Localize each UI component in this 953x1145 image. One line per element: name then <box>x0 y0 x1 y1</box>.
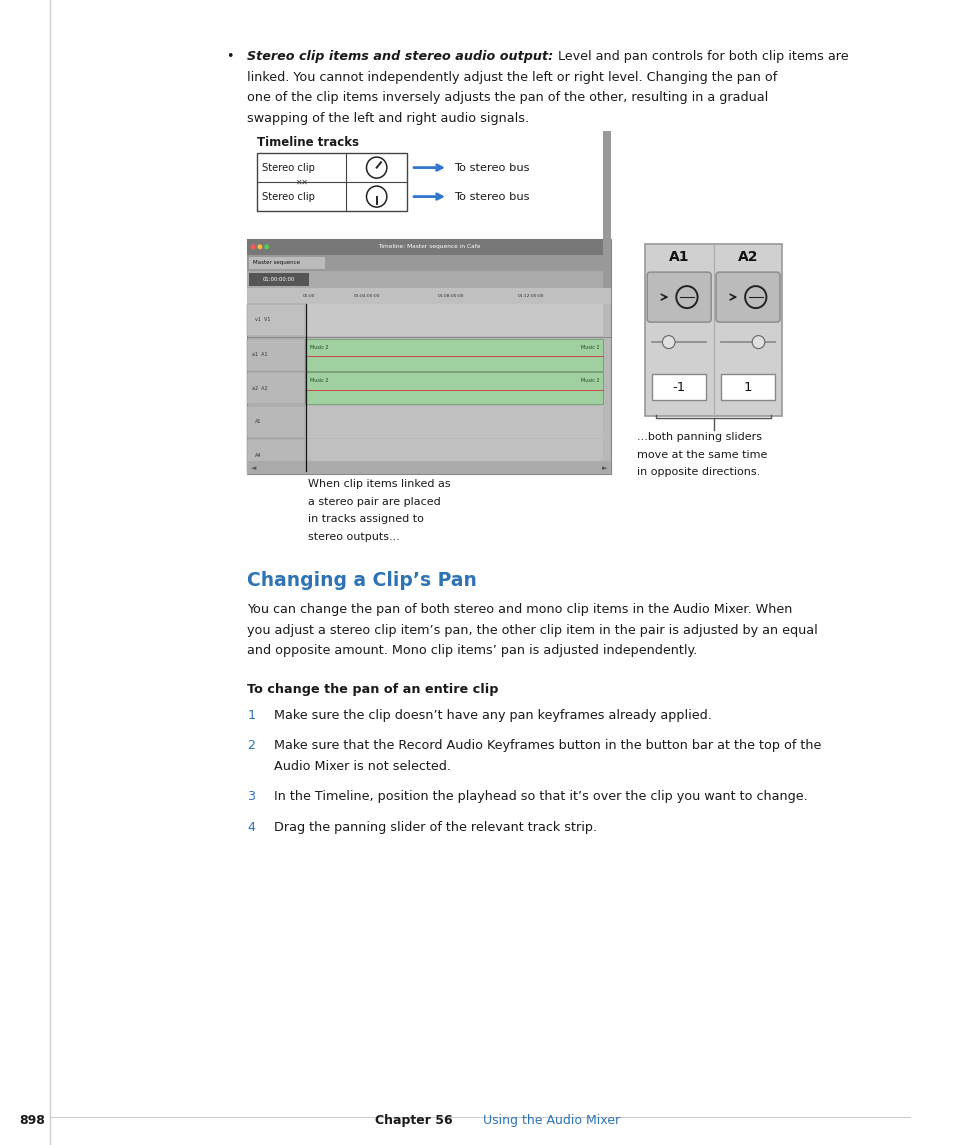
Bar <box>247 239 610 254</box>
Text: To stereo bus: To stereo bus <box>454 163 529 173</box>
Bar <box>247 439 305 471</box>
Circle shape <box>264 244 269 250</box>
Text: When clip items linked as: When clip items linked as <box>308 479 451 489</box>
Text: -1: -1 <box>672 380 685 394</box>
Text: v1  V1: v1 V1 <box>254 317 271 322</box>
Text: 898: 898 <box>19 1114 45 1127</box>
Text: A4: A4 <box>254 452 261 458</box>
Bar <box>305 405 602 437</box>
Text: 01:08:00:00: 01:08:00:00 <box>437 294 463 298</box>
FancyBboxPatch shape <box>646 273 710 322</box>
Text: Using the Audio Mixer: Using the Audio Mixer <box>467 1114 619 1127</box>
Text: Timeline tracks: Timeline tracks <box>256 136 358 149</box>
Text: Music 2: Music 2 <box>310 378 329 384</box>
Text: ...both panning sliders: ...both panning sliders <box>637 432 761 442</box>
Text: one of the clip items inversely adjusts the pan of the other, resulting in a gra: one of the clip items inversely adjusts … <box>247 90 768 104</box>
Text: Master sequence: Master sequence <box>253 260 300 266</box>
Text: 01:00:00:00: 01:00:00:00 <box>263 277 295 282</box>
Text: Chapter 56: Chapter 56 <box>375 1114 453 1127</box>
Text: a1  A1: a1 A1 <box>252 353 268 357</box>
Text: you adjust a stereo clip item’s pan, the other clip item in the pair is adjusted: you adjust a stereo clip item’s pan, the… <box>247 624 817 637</box>
Text: a stereo pair are placed: a stereo pair are placed <box>308 497 440 506</box>
Bar <box>644 244 781 416</box>
Bar <box>247 271 610 289</box>
Bar <box>602 131 610 289</box>
Text: You can change the pan of both stereo and mono clip items in the Audio Mixer. Wh: You can change the pan of both stereo an… <box>247 603 792 616</box>
Text: move at the same time: move at the same time <box>637 450 766 459</box>
Bar <box>247 405 305 437</box>
Text: A1: A1 <box>254 419 261 424</box>
Bar <box>247 254 610 271</box>
Text: Stereo clip: Stereo clip <box>261 191 314 202</box>
Text: Level and pan controls for both clip items are: Level and pan controls for both clip ite… <box>549 50 847 63</box>
Text: swapping of the left and right audio signals.: swapping of the left and right audio sig… <box>247 111 529 125</box>
Text: in opposite directions.: in opposite directions. <box>637 467 760 477</box>
Circle shape <box>251 244 255 250</box>
Text: Stereo clip items and stereo audio output:: Stereo clip items and stereo audio outpu… <box>247 50 553 63</box>
Text: In the Timeline, position the playhead so that it’s over the clip you want to ch: In the Timeline, position the playhead s… <box>274 790 807 803</box>
Bar <box>305 339 602 371</box>
Text: Audio Mixer is not selected.: Audio Mixer is not selected. <box>274 759 451 773</box>
Text: Timeline: Master sequence in Cafe: Timeline: Master sequence in Cafe <box>377 244 479 250</box>
Text: Drag the panning slider of the relevant track strip.: Drag the panning slider of the relevant … <box>274 821 597 834</box>
Text: To change the pan of an entire clip: To change the pan of an entire clip <box>247 682 498 696</box>
Text: •: • <box>226 50 233 63</box>
Circle shape <box>661 335 675 348</box>
Bar <box>247 303 305 335</box>
Text: ►: ► <box>601 465 606 471</box>
Text: 2: 2 <box>247 740 255 752</box>
Text: 3: 3 <box>247 790 255 803</box>
Bar <box>247 339 305 371</box>
Text: Music 2: Music 2 <box>580 345 598 349</box>
Text: and opposite amount. Mono clip items’ pan is adjusted independently.: and opposite amount. Mono clip items’ pa… <box>247 645 697 657</box>
Bar <box>247 461 610 474</box>
Text: To stereo bus: To stereo bus <box>454 191 529 202</box>
Bar <box>305 372 602 404</box>
Bar <box>256 153 407 211</box>
Bar <box>247 239 610 474</box>
Bar <box>249 274 309 286</box>
Circle shape <box>751 335 764 348</box>
Text: in tracks assigned to: in tracks assigned to <box>308 514 424 524</box>
Text: Music 2: Music 2 <box>310 345 329 349</box>
Text: 1: 1 <box>743 380 752 394</box>
Text: Stereo clip: Stereo clip <box>261 163 314 173</box>
Text: Music 2: Music 2 <box>580 378 598 384</box>
Text: 01:04:00:00: 01:04:00:00 <box>354 294 380 298</box>
Text: ✕✕: ✕✕ <box>294 177 308 187</box>
FancyBboxPatch shape <box>716 273 780 322</box>
Bar <box>305 439 602 471</box>
Text: 00:00: 00:00 <box>302 294 315 298</box>
Bar <box>249 256 324 269</box>
Bar <box>305 303 602 335</box>
Text: 1: 1 <box>247 709 255 721</box>
Text: A2: A2 <box>737 250 758 264</box>
Text: ◄: ◄ <box>251 465 256 471</box>
Text: 01:12:00:00: 01:12:00:00 <box>517 294 543 298</box>
Bar <box>247 289 610 303</box>
Text: linked. You cannot independently adjust the left or right level. Changing the pa: linked. You cannot independently adjust … <box>247 71 777 84</box>
Text: A1: A1 <box>668 250 689 264</box>
Text: stereo outputs...: stereo outputs... <box>308 531 399 542</box>
Bar <box>720 374 775 400</box>
Text: 4: 4 <box>247 821 255 834</box>
Text: Changing a Clip’s Pan: Changing a Clip’s Pan <box>247 571 476 590</box>
Bar <box>247 372 305 404</box>
Text: Make sure that the Record Audio Keyframes button in the button bar at the top of: Make sure that the Record Audio Keyframe… <box>274 740 821 752</box>
Bar <box>651 374 705 400</box>
Text: Make sure the clip doesn’t have any pan keyframes already applied.: Make sure the clip doesn’t have any pan … <box>274 709 712 721</box>
Circle shape <box>257 244 262 250</box>
Text: a2  A2: a2 A2 <box>252 386 268 390</box>
